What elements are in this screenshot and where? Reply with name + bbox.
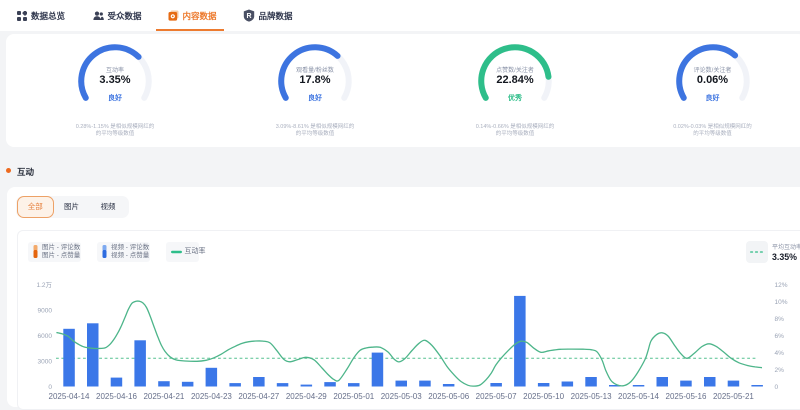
svg-text:2025-05-14: 2025-05-14 xyxy=(618,392,659,401)
svg-text:2025-05-07: 2025-05-07 xyxy=(476,392,517,401)
svg-text:2025-05-10: 2025-05-10 xyxy=(523,392,564,401)
svg-text:2025-04-16: 2025-04-16 xyxy=(96,392,137,401)
svg-text:2025-05-16: 2025-05-16 xyxy=(666,392,707,401)
svg-text:0: 0 xyxy=(48,384,52,391)
svg-text:10%: 10% xyxy=(775,299,788,306)
svg-text:2025-04-27: 2025-04-27 xyxy=(238,392,279,401)
svg-text:2025-05-21: 2025-05-21 xyxy=(713,392,754,401)
svg-text:4%: 4% xyxy=(775,350,785,357)
svg-text:2025-05-06: 2025-05-06 xyxy=(428,392,469,401)
svg-text:6%: 6% xyxy=(775,333,785,340)
svg-text:2025-04-21: 2025-04-21 xyxy=(143,392,184,401)
svg-text:2025-04-29: 2025-04-29 xyxy=(286,392,327,401)
svg-text:6000: 6000 xyxy=(38,333,53,340)
svg-text:9000: 9000 xyxy=(38,308,53,315)
svg-text:2025-04-14: 2025-04-14 xyxy=(49,392,90,401)
svg-text:2025-05-01: 2025-05-01 xyxy=(333,392,374,401)
svg-text:1.2万: 1.2万 xyxy=(36,281,52,289)
svg-text:2025-05-03: 2025-05-03 xyxy=(381,392,422,401)
svg-text:0: 0 xyxy=(775,384,779,391)
svg-text:2025-05-13: 2025-05-13 xyxy=(571,392,612,401)
svg-text:2025-04-23: 2025-04-23 xyxy=(191,392,232,401)
svg-text:2%: 2% xyxy=(775,367,785,374)
svg-text:R: R xyxy=(246,13,251,20)
svg-text:3000: 3000 xyxy=(38,359,53,366)
svg-text:12%: 12% xyxy=(775,282,788,289)
svg-text:8%: 8% xyxy=(775,316,785,323)
